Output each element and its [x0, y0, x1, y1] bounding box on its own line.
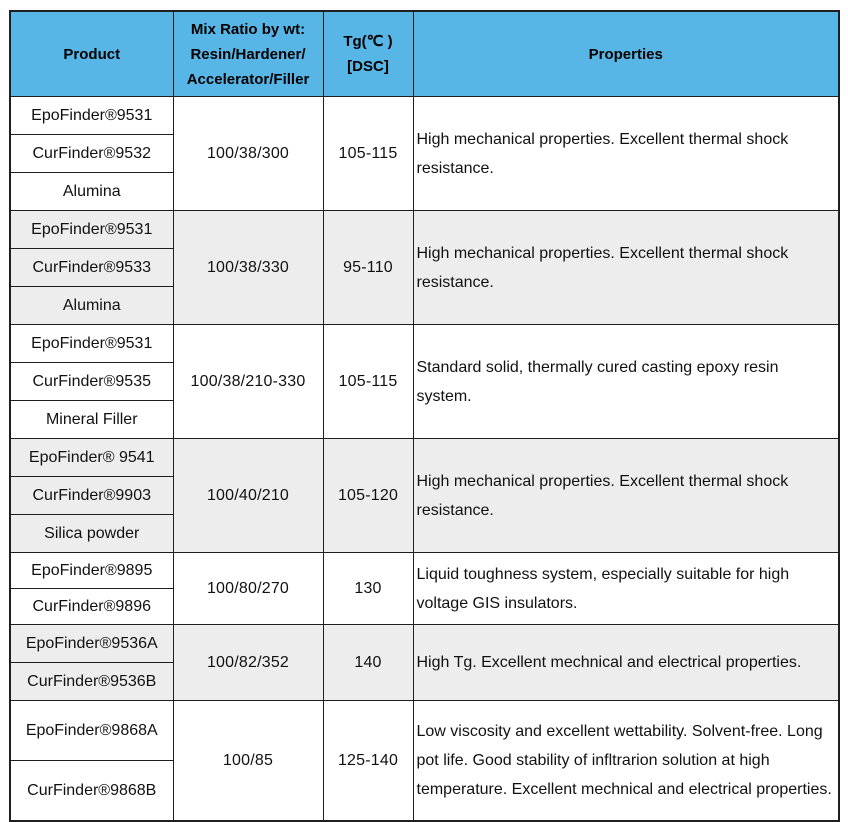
mix-ratio-cell: 100/38/300	[172, 96, 324, 211]
product-cell: EpoFinder®9531	[9, 324, 174, 363]
col-header-mix-ratio: Mix Ratio by wt: Resin/Hardener/ Acceler…	[172, 10, 324, 97]
properties-cell: Standard solid, thermally cured casting …	[412, 324, 840, 439]
table-row: Mineral Filler	[9, 400, 839, 439]
product-cell: CurFinder®9535	[9, 362, 174, 401]
product-cell: CurFinder®9868B	[9, 760, 174, 822]
product-cell: EpoFinder® 9541	[9, 438, 174, 477]
tg-cell: 125-140	[322, 700, 414, 822]
table-row: EpoFinder®9895 100/80/270 130 Liquid tou…	[9, 552, 840, 625]
product-cell: EpoFinder®9868A	[9, 700, 174, 761]
tg-cell: 140	[322, 624, 414, 701]
mix-ratio-cell: 100/38/330	[172, 210, 324, 325]
header-row: Product Mix Ratio by wt: Resin/Hardener/…	[9, 10, 840, 97]
tg-cell: 105-120	[322, 438, 414, 553]
product-cell: Alumina	[9, 286, 174, 325]
tg-cell: 95-110	[322, 210, 414, 325]
tg-header-line: Tg(℃ )	[343, 33, 393, 50]
table-row: CurFinder®9903	[9, 476, 839, 515]
tg-cell: 105-115	[322, 96, 414, 211]
col-header-properties: Properties	[412, 10, 840, 97]
product-cell: Silica powder	[9, 514, 174, 553]
properties-cell: High Tg. Excellent mechnical and electri…	[412, 624, 840, 701]
mix-ratio-header-line: Mix Ratio by wt:	[190, 20, 306, 38]
tg-cell: 105-115	[322, 324, 414, 439]
table-row: CurFinder®9536B	[9, 662, 839, 701]
mix-ratio-cell: 100/82/352	[172, 624, 324, 701]
tg-cell: 130	[322, 552, 414, 625]
product-cell: CurFinder®9532	[9, 134, 174, 173]
mix-ratio-header-line: Accelerator/Filler	[186, 70, 310, 88]
table-row: EpoFinder®9531 100/38/210-330 105-115 St…	[9, 324, 840, 439]
mix-ratio-header-line: Resin/Hardener/	[190, 45, 306, 63]
properties-cell: High mechanical properties. Excellent th…	[412, 96, 840, 211]
mix-ratio-cell: 100/40/210	[172, 438, 324, 553]
table-row: EpoFinder®9536A 100/82/352 140 High Tg. …	[9, 624, 840, 701]
product-cell: CurFinder®9536B	[9, 662, 174, 701]
table-row: CurFinder®9896	[9, 588, 839, 625]
table-row: EpoFinder® 9541 100/40/210 105-120 High …	[9, 438, 840, 553]
properties-cell: Low viscosity and excellent wettability.…	[412, 700, 840, 822]
properties-cell: High mechanical properties. Excellent th…	[412, 210, 840, 325]
table-row: Alumina	[9, 172, 839, 211]
table-row: Alumina	[9, 286, 839, 325]
product-cell: CurFinder®9533	[9, 248, 174, 287]
mix-ratio-cell: 100/38/210-330	[172, 324, 324, 439]
table-row: CurFinder®9532	[9, 134, 839, 173]
col-header-product: Product	[9, 10, 174, 97]
mix-ratio-cell: 100/80/270	[172, 552, 324, 625]
product-cell: CurFinder®9903	[9, 476, 174, 515]
product-cell: EpoFinder®9536A	[9, 624, 174, 663]
table-row: CurFinder®9535	[9, 362, 839, 401]
col-header-tg: Tg(℃ ) [DSC]	[322, 10, 414, 97]
table-row: EpoFinder®9531 100/38/330 95-110 High me…	[9, 210, 840, 325]
product-cell: EpoFinder®9531	[9, 96, 174, 135]
product-cell: CurFinder®9896	[9, 588, 174, 625]
product-cell: EpoFinder®9531	[9, 210, 174, 249]
properties-cell: High mechanical properties. Excellent th…	[412, 438, 840, 553]
product-cell: Mineral Filler	[9, 400, 174, 439]
properties-cell: Liquid toughness system, especially suit…	[412, 552, 840, 625]
product-cell: EpoFinder®9895	[9, 552, 174, 589]
mix-ratio-cell: 100/85	[172, 700, 324, 822]
epoxy-products-table: Product Mix Ratio by wt: Resin/Hardener/…	[9, 10, 840, 822]
table-row: EpoFinder®9531 100/38/300 105-115 High m…	[9, 96, 840, 211]
table-row: EpoFinder®9868A 100/85 125-140 Low visco…	[9, 700, 840, 822]
product-cell: Alumina	[9, 172, 174, 211]
table-row: Silica powder	[9, 514, 839, 553]
tg-header-line: [DSC]	[347, 58, 389, 75]
